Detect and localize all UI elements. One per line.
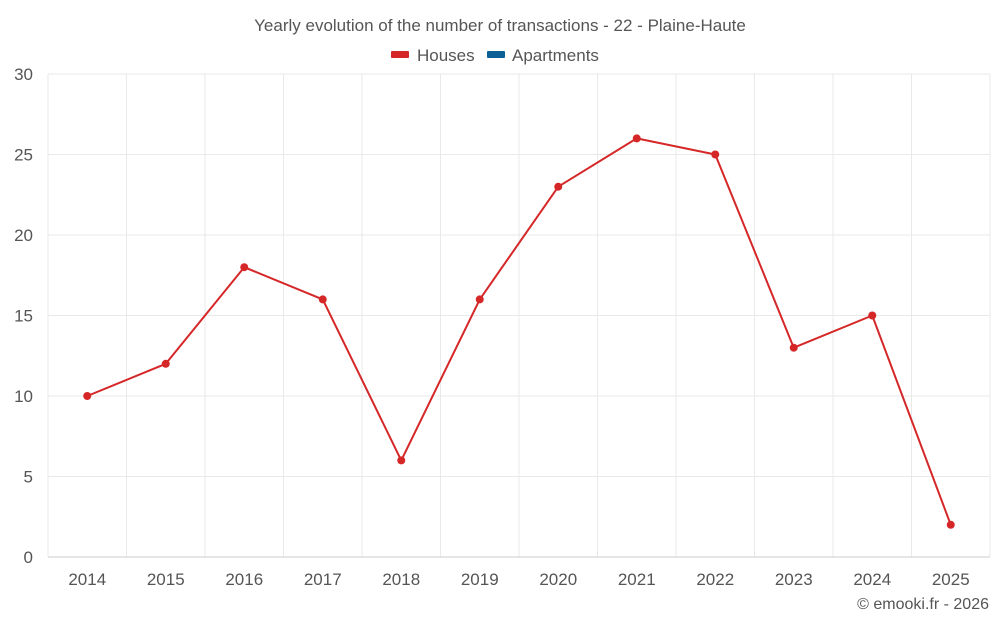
y-tick-label: 30	[14, 65, 33, 84]
data-point-houses[interactable]	[789, 343, 798, 352]
data-point-houses[interactable]	[475, 295, 484, 304]
x-tick-label: 2020	[539, 570, 577, 589]
x-tick-label: 2017	[304, 570, 342, 589]
x-gridlines	[47, 74, 991, 557]
data-point-houses[interactable]	[318, 295, 327, 304]
x-tick-label: 2018	[382, 570, 420, 589]
series-houses	[83, 134, 955, 529]
x-tick-label: 2025	[932, 570, 970, 589]
y-tick-label: 25	[14, 146, 33, 165]
y-axis-tick-labels: 0 5 10 15 20 25 30	[14, 65, 33, 567]
x-tick-label: 2016	[225, 570, 263, 589]
legend-label-apartments: Apartments	[512, 46, 599, 65]
data-point-houses[interactable]	[240, 263, 249, 272]
series-line-houses	[86, 137, 952, 526]
legend-label-houses: Houses	[417, 46, 475, 65]
legend-item-apartments[interactable]: Apartments	[487, 46, 599, 65]
legend-swatch-houses	[391, 51, 409, 58]
y-tick-label: 0	[24, 548, 33, 567]
data-point-houses[interactable]	[554, 182, 563, 191]
data-point-houses[interactable]	[83, 392, 92, 400]
x-tick-label: 2024	[853, 570, 891, 589]
y-tick-label: 10	[14, 387, 33, 406]
data-point-houses[interactable]	[711, 150, 720, 159]
x-tick-label: 2023	[775, 570, 813, 589]
credit-text: © emooki.fr - 2026	[857, 596, 989, 613]
x-tick-label: 2019	[461, 570, 499, 589]
data-point-houses[interactable]	[868, 311, 877, 320]
x-tick-label: 2015	[147, 570, 185, 589]
y-tick-label: 5	[24, 468, 33, 487]
y-tick-label: 15	[14, 307, 33, 326]
x-tick-label: 2022	[696, 570, 734, 589]
legend: Houses Apartments	[391, 46, 599, 65]
data-point-houses[interactable]	[946, 520, 955, 529]
y-tick-label: 20	[14, 226, 33, 245]
legend-swatch-apartments	[487, 51, 505, 58]
chart-title: Yearly evolution of the number of transa…	[254, 16, 746, 35]
data-point-houses[interactable]	[632, 134, 641, 143]
data-point-houses[interactable]	[161, 359, 170, 368]
x-tick-label: 2021	[618, 570, 656, 589]
legend-item-houses[interactable]: Houses	[391, 46, 475, 65]
data-point-houses[interactable]	[397, 456, 406, 465]
x-axis-tick-labels: 2014 2015 2016 2017 2018 2019 2020 2021 2022 2023…	[68, 570, 969, 589]
x-tick-label: 2014	[68, 570, 106, 589]
